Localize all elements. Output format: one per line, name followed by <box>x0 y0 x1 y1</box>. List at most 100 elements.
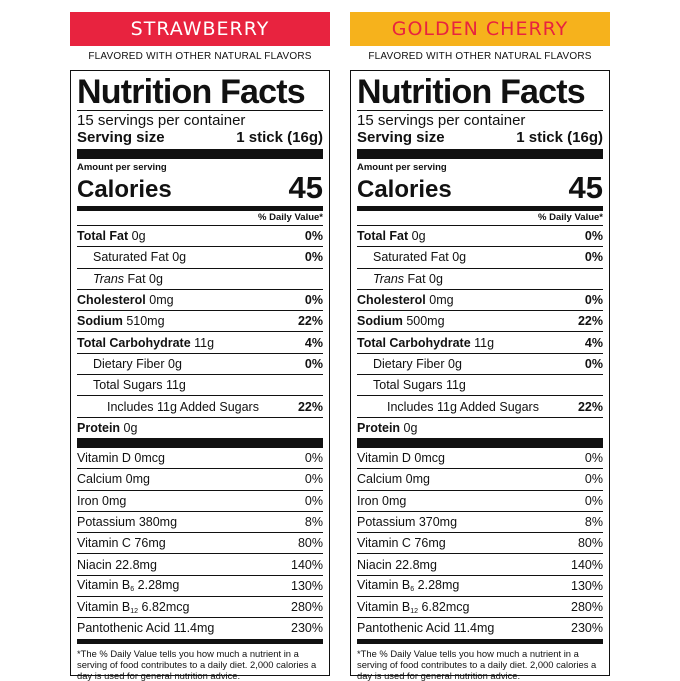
flavor-note: FLAVORED WITH OTHER NATURAL FLAVORS <box>368 51 592 62</box>
pantothenic-acid-row: Pantothenic Acid 11.4mg 230% <box>357 618 603 638</box>
medium-divider <box>357 206 603 211</box>
thick-divider <box>77 149 323 159</box>
nutrient-amount: 11g <box>194 335 215 350</box>
servings-per-container: 15 servings per container <box>357 112 526 129</box>
nutrient-dv: 0% <box>304 493 323 508</box>
nutrient-name: Vitamin C 76mg <box>77 536 166 551</box>
nutrient-name: Sodium <box>77 314 123 329</box>
nutrient-name: Total Sugars 11g <box>373 378 466 393</box>
nutrient-dv: 22% <box>297 399 323 414</box>
nutrient-name: Dietary Fiber <box>93 356 165 371</box>
nutrient-name: Cholesterol <box>357 293 426 308</box>
nutrient-name: Iron 0mg <box>357 493 407 508</box>
serving-size-label: Serving size <box>77 129 165 146</box>
nutrient-name: Trans <box>93 271 125 286</box>
nutrient-dv: 130% <box>291 578 323 593</box>
nutrient-name: Vitamin B6 2.28mg <box>77 578 180 594</box>
niacin-row: Niacin 22.8mg 140% <box>77 554 323 576</box>
flavor-note: FLAVORED WITH OTHER NATURAL FLAVORS <box>88 51 312 62</box>
pantothenic-acid-row: Pantothenic Acid 11.4mg 230% <box>77 618 323 638</box>
nutrient-name: Vitamin B12 6.82mcg <box>357 599 470 615</box>
daily-value-footnote: *The % Daily Value tells you how much a … <box>77 647 317 681</box>
nutrient-amount: 0g <box>448 356 462 371</box>
nutrient-name: Protein <box>357 420 401 435</box>
nutrient-name: Vitamin B6 2.28mg <box>357 578 460 594</box>
medium-divider <box>77 206 323 211</box>
nutrient-amount: 510mg <box>126 314 165 329</box>
nutrient-name: Total Fat <box>357 229 409 244</box>
total-sugars-row: Total Sugars 11g <box>77 374 323 395</box>
amount-per-serving: Amount per serving <box>77 162 167 173</box>
iron-row: Iron 0mg 0% <box>357 491 603 512</box>
saturated-fat-row: Saturated Fat 0g 0% <box>357 246 603 267</box>
nutrient-amount: 0g <box>131 229 146 244</box>
vitamin-b12-row: Vitamin B12 6.82mcg 280% <box>357 597 603 619</box>
calories-row: Calories 45 <box>77 172 323 203</box>
nutrient-dv: 0% <box>304 293 323 308</box>
vitamin-c-row: Vitamin C 76mg 80% <box>77 533 323 555</box>
nutrient-amount: 500mg <box>406 314 445 329</box>
nutrient-dv: 0% <box>584 451 603 466</box>
nutrient-name: Pantothenic Acid 11.4mg <box>77 621 215 636</box>
sodium-row: Sodium 500mg 22% <box>357 310 603 331</box>
nutrient-dv: 140% <box>571 557 603 572</box>
nutrient-amount: 11g <box>474 335 495 350</box>
dietary-fiber-row: Dietary Fiber 0g 0% <box>357 352 603 374</box>
serving-size-label: Serving size <box>357 129 445 146</box>
nutrient-dv: 0% <box>584 356 603 371</box>
potassium-row: Potassium 380mg 8% <box>77 512 323 534</box>
trans-fat-row: Trans Fat 0g <box>77 267 323 289</box>
nutrient-dv: 22% <box>297 314 323 329</box>
added-sugars-row: Includes 11g Added Sugars 22% <box>77 395 323 416</box>
nutrient-dv: 280% <box>291 600 323 615</box>
nutrient-dv: 80% <box>297 536 323 551</box>
vitamin-b6-row: Vitamin B6 2.28mg 130% <box>77 576 323 598</box>
calories-row: Calories 45 <box>357 170 603 205</box>
thick-divider <box>77 437 323 448</box>
daily-value-footnote: *The % Daily Value tells you how much a … <box>357 647 597 681</box>
calories-value: 45 <box>568 170 603 205</box>
nutrient-amount: 0mg <box>149 293 174 308</box>
iron-row: Iron 0mg 0% <box>77 491 323 512</box>
nutrient-name: Potassium 380mg <box>77 515 178 529</box>
vitamin-b6-row: Vitamin B6 2.28mg 130% <box>357 576 603 598</box>
nutrient-name: Sodium <box>357 314 403 329</box>
nutrient-amount: 0g <box>411 229 426 244</box>
nutrient-dv: 0% <box>584 493 603 508</box>
dietary-fiber-row: Dietary Fiber 0g 0% <box>77 352 323 374</box>
nutrient-name: Calcium 0mg <box>357 472 430 487</box>
calcium-row: Calcium 0mg 0% <box>357 469 603 491</box>
serving-size-row: Serving size 1 stick (16g) <box>357 129 603 147</box>
sodium-row: Sodium 510mg 22% <box>77 310 323 331</box>
nutrition-label: Nutrition Facts 15 servings per containe… <box>70 70 330 681</box>
nutrient-name: Vitamin B12 6.82mcg <box>77 599 190 615</box>
nutrient-name: Vitamin D 0mcg <box>77 451 165 466</box>
nutrient-dv: 0% <box>304 250 323 265</box>
nutrient-dv: 22% <box>577 399 603 414</box>
protein-row: Protein 0g <box>357 416 603 438</box>
calcium-row: Calcium 0mg 0% <box>77 469 323 491</box>
nutrient-name: Cholesterol <box>77 293 146 308</box>
nutrient-dv: 230% <box>291 621 323 636</box>
nutrient-name: Niacin 22.8mg <box>77 557 157 572</box>
vitamin-d-row: Vitamin D 0mcg 0% <box>357 448 603 470</box>
calories-label: Calories <box>77 176 172 203</box>
nutrition-label: Nutrition Facts 15 servings per containe… <box>350 70 610 681</box>
nutrient-name: Total Fat <box>77 229 129 244</box>
nutrient-name: Potassium 370mg <box>357 515 458 529</box>
label-title: Nutrition Facts <box>77 73 306 111</box>
cholesterol-row: Cholesterol 0mg 0% <box>357 288 603 310</box>
vitamin-d-row: Vitamin D 0mcg 0% <box>77 448 323 470</box>
saturated-fat-row: Saturated Fat 0g 0% <box>77 246 323 267</box>
nutrient-name: Total Carbohydrate <box>77 335 191 350</box>
nutrient-name: Calcium 0mg <box>77 472 150 487</box>
trans-fat-row: Trans Fat 0g <box>357 267 603 289</box>
nutrient-dv: 0% <box>584 229 603 244</box>
nutrient-name: Saturated Fat <box>373 250 449 265</box>
nutrient-dv: 280% <box>571 600 603 615</box>
nutrient-name: Includes 11g Added Sugars <box>387 399 539 414</box>
nutrient-amount: 0g <box>168 356 182 371</box>
vitamin-b12-row: Vitamin B12 6.82mcg 280% <box>77 597 323 619</box>
nutrient-amount: 0g <box>172 250 187 265</box>
daily-value-header: % Daily Value* <box>538 212 603 223</box>
